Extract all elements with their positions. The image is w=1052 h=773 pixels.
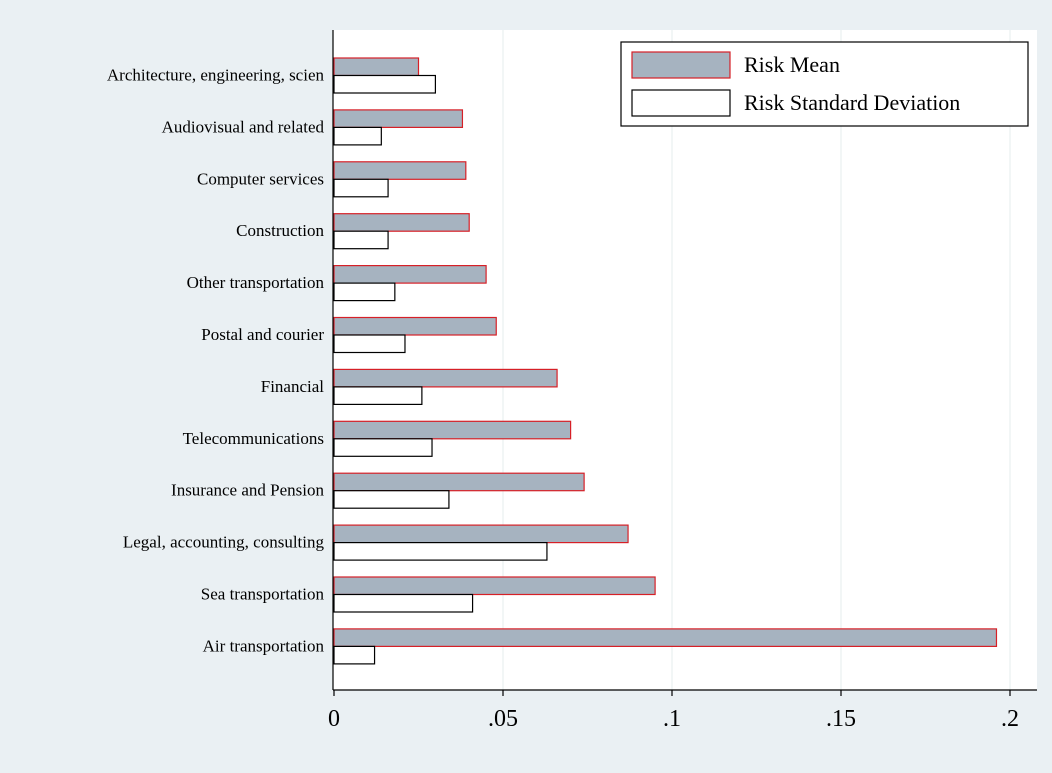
bar-risk-std (333, 334, 406, 354)
bar-risk-mean (333, 161, 467, 180)
category-label: Legal, accounting, consulting (123, 533, 325, 552)
category-label: Postal and courier (201, 325, 324, 344)
category-label: Construction (236, 221, 324, 240)
legend-label-risk-mean: Risk Mean (744, 52, 840, 77)
axes: 0 .05 .1 .15 .2 (328, 30, 1037, 732)
x-tick-label: 0 (328, 706, 340, 732)
category-label: Telecommunications (183, 429, 324, 448)
bar-risk-mean (333, 265, 487, 284)
legend-swatch-risk-std (631, 89, 731, 117)
category-label: Audiovisual and related (162, 117, 325, 136)
bar-risk-std (333, 126, 382, 146)
bar-risk-mean (333, 109, 464, 129)
bar-risk-mean (333, 472, 585, 492)
bar-risk-std (333, 541, 548, 561)
category-label: Computer services (197, 169, 324, 188)
bar-risk-mean (333, 524, 629, 544)
bar-risk-std (333, 282, 396, 302)
bar-risk-mean (333, 576, 656, 596)
x-tick-label: .1 (663, 706, 681, 732)
category-label: Architecture, engineering, scien (107, 66, 325, 85)
category-labels: Architecture, engineering, scien Audiovis… (107, 66, 325, 656)
bar-risk-std (333, 438, 433, 457)
bar-risk-mean (333, 420, 572, 440)
bar-risk-mean (333, 316, 497, 336)
bar-risk-mean (333, 57, 420, 77)
x-tick-label: .15 (826, 706, 856, 732)
bar-risk-std (333, 386, 423, 405)
bar-risk-std (333, 178, 389, 198)
bar-risk-std (333, 490, 450, 509)
category-label: Insurance and Pension (171, 481, 324, 500)
bar-risk-std (333, 74, 437, 94)
bars (333, 57, 998, 665)
legend-label-risk-std: Risk Standard Deviation (744, 90, 960, 115)
bar-risk-mean (333, 368, 558, 388)
bar-risk-std (333, 645, 376, 665)
category-label: Sea transportation (201, 585, 325, 604)
bar-risk-mean (333, 213, 470, 232)
category-label: Air transportation (203, 636, 325, 655)
x-tick-label: .05 (488, 706, 518, 732)
bar-risk-mean (333, 628, 998, 648)
x-tick-label: .2 (1001, 706, 1019, 732)
category-label: Other transportation (187, 273, 325, 292)
bar-risk-std (333, 230, 389, 250)
category-label: Financial (261, 377, 325, 396)
bar-risk-std (333, 593, 474, 613)
legend-swatch-risk-mean (631, 51, 731, 79)
legend: Risk Mean Risk Standard Deviation (620, 41, 1029, 127)
